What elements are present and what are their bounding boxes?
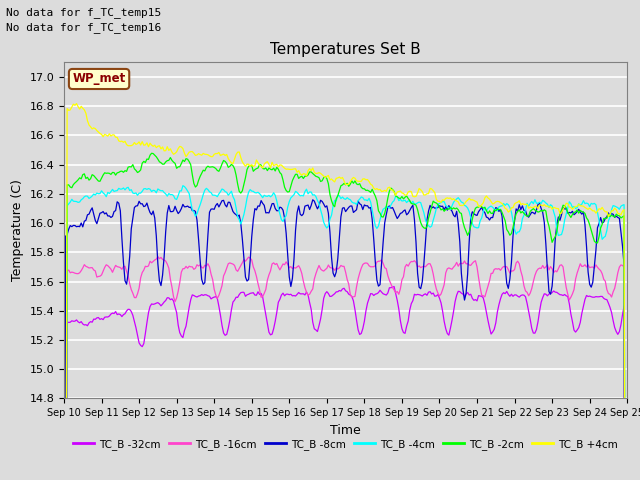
Text: No data for f_TC_temp16: No data for f_TC_temp16	[6, 22, 162, 33]
X-axis label: Time: Time	[330, 424, 361, 437]
Text: No data for f_TC_temp15: No data for f_TC_temp15	[6, 7, 162, 18]
Title: Temperatures Set B: Temperatures Set B	[270, 42, 421, 57]
Legend: TC_B -32cm, TC_B -16cm, TC_B -8cm, TC_B -4cm, TC_B -2cm, TC_B +4cm: TC_B -32cm, TC_B -16cm, TC_B -8cm, TC_B …	[68, 434, 623, 454]
Text: WP_met: WP_met	[72, 72, 125, 85]
Y-axis label: Temperature (C): Temperature (C)	[11, 180, 24, 281]
